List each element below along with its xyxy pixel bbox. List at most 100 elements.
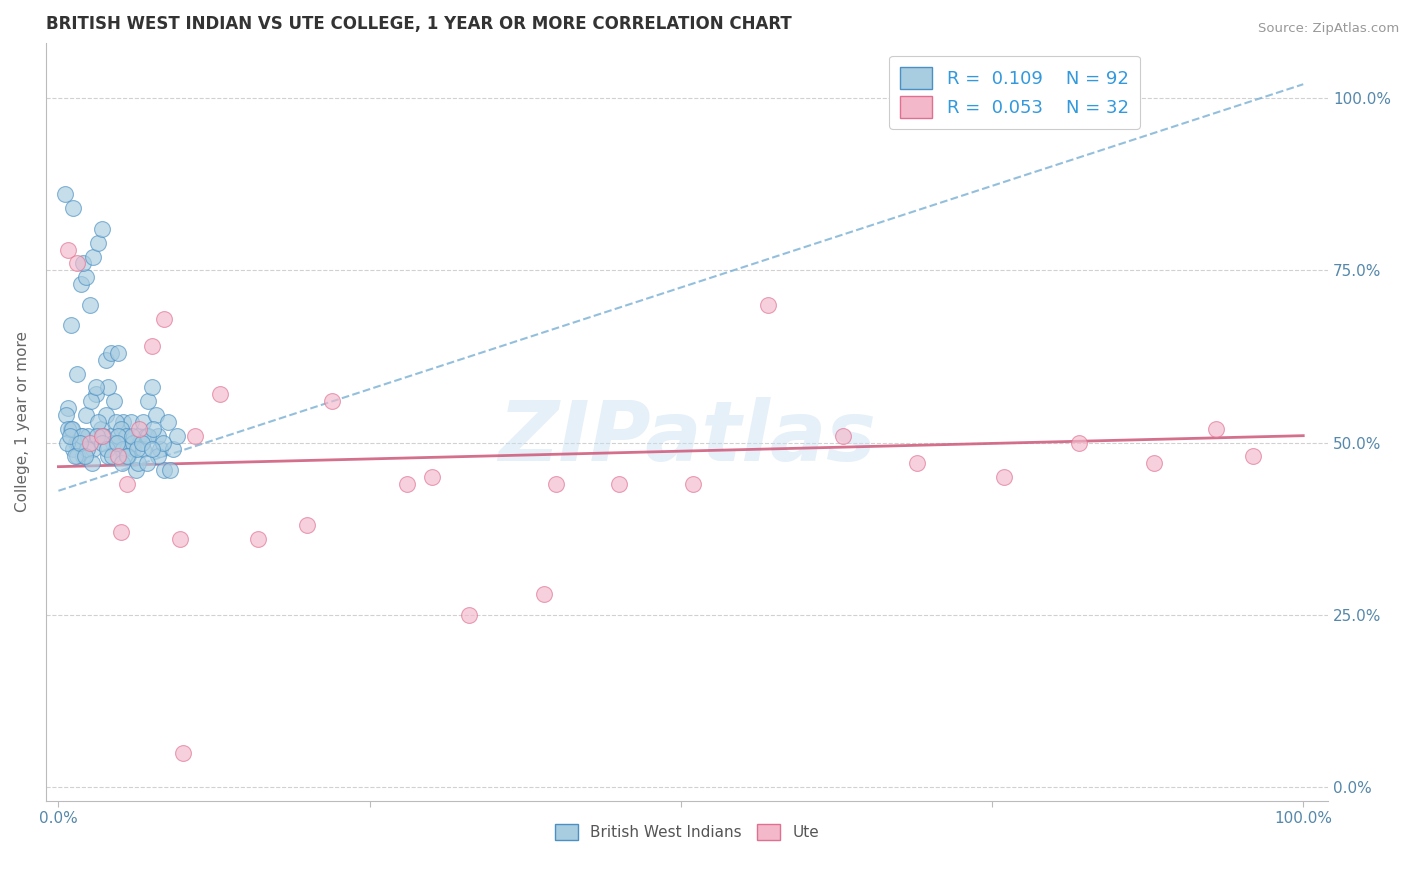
Point (1243, 450, 1265, 464)
Point (184, 428, 207, 442)
Point (122, 442, 145, 457)
Point (141, 442, 163, 457)
Point (79, 435, 101, 450)
Point (156, 415, 179, 429)
Point (94, 352, 117, 367)
Point (297, 518, 319, 533)
Point (395, 476, 418, 491)
Point (458, 607, 481, 622)
Point (104, 415, 127, 429)
Point (70, 428, 93, 442)
Point (96, 442, 118, 457)
Point (166, 428, 188, 442)
Point (103, 435, 125, 450)
Point (1143, 456, 1166, 470)
Point (110, 525, 132, 540)
Point (56, 435, 79, 450)
Point (66, 450, 89, 464)
Point (209, 387, 232, 401)
Point (101, 450, 124, 464)
Point (246, 532, 269, 546)
Point (53, 187, 76, 202)
Point (122, 435, 145, 450)
Y-axis label: College, 1 year or more: College, 1 year or more (15, 332, 30, 512)
Text: ZIPatlas: ZIPatlas (498, 397, 876, 477)
Point (105, 435, 128, 450)
Point (100, 428, 122, 442)
Point (97, 380, 120, 394)
Point (73, 450, 96, 464)
Point (153, 463, 176, 477)
Point (145, 408, 167, 422)
Point (82, 250, 104, 264)
Point (117, 450, 139, 464)
Point (1205, 422, 1227, 436)
Point (142, 422, 165, 436)
Point (60, 422, 83, 436)
Point (75, 408, 97, 422)
Point (112, 415, 135, 429)
Point (141, 339, 163, 353)
Point (124, 463, 146, 477)
Point (103, 394, 125, 409)
Point (905, 456, 928, 470)
Point (65, 435, 87, 450)
Point (94, 408, 117, 422)
Point (91, 435, 114, 450)
Point (993, 470, 1015, 484)
Point (128, 422, 150, 436)
Point (110, 422, 132, 436)
Point (66, 256, 89, 270)
Point (831, 428, 853, 442)
Point (69, 435, 91, 450)
Point (136, 394, 159, 409)
Point (114, 428, 136, 442)
Point (146, 428, 169, 442)
Point (135, 428, 157, 442)
Point (91, 428, 114, 442)
Point (66, 367, 89, 381)
Point (120, 415, 142, 429)
Point (128, 428, 150, 442)
Point (141, 380, 163, 394)
Point (91, 222, 114, 236)
Point (55, 408, 77, 422)
Point (107, 450, 129, 464)
Point (80, 394, 103, 409)
Point (84, 387, 107, 401)
Point (135, 456, 157, 470)
Point (682, 476, 704, 491)
Point (146, 450, 169, 464)
Point (63, 450, 86, 464)
Point (58, 243, 80, 257)
Point (69, 428, 91, 442)
Text: Source: ZipAtlas.com: Source: ZipAtlas.com (1258, 22, 1399, 36)
Point (82, 442, 104, 457)
Point (132, 442, 155, 457)
Point (58, 422, 80, 436)
Point (76, 442, 98, 457)
Point (91, 428, 114, 442)
Point (546, 476, 568, 491)
Point (115, 476, 138, 491)
Point (115, 450, 138, 464)
Point (75, 270, 97, 285)
Point (112, 442, 135, 457)
Point (115, 428, 138, 442)
Point (121, 428, 143, 442)
Point (69, 277, 91, 291)
Point (136, 428, 159, 442)
Point (110, 442, 132, 457)
Point (59, 428, 82, 442)
Point (72, 450, 94, 464)
Point (62, 442, 84, 457)
Point (321, 394, 343, 409)
Point (62, 201, 84, 215)
Point (87, 415, 110, 429)
Point (59, 318, 82, 333)
Point (159, 463, 181, 477)
Point (1069, 435, 1091, 450)
Point (607, 476, 630, 491)
Point (152, 435, 174, 450)
Point (84, 380, 107, 394)
